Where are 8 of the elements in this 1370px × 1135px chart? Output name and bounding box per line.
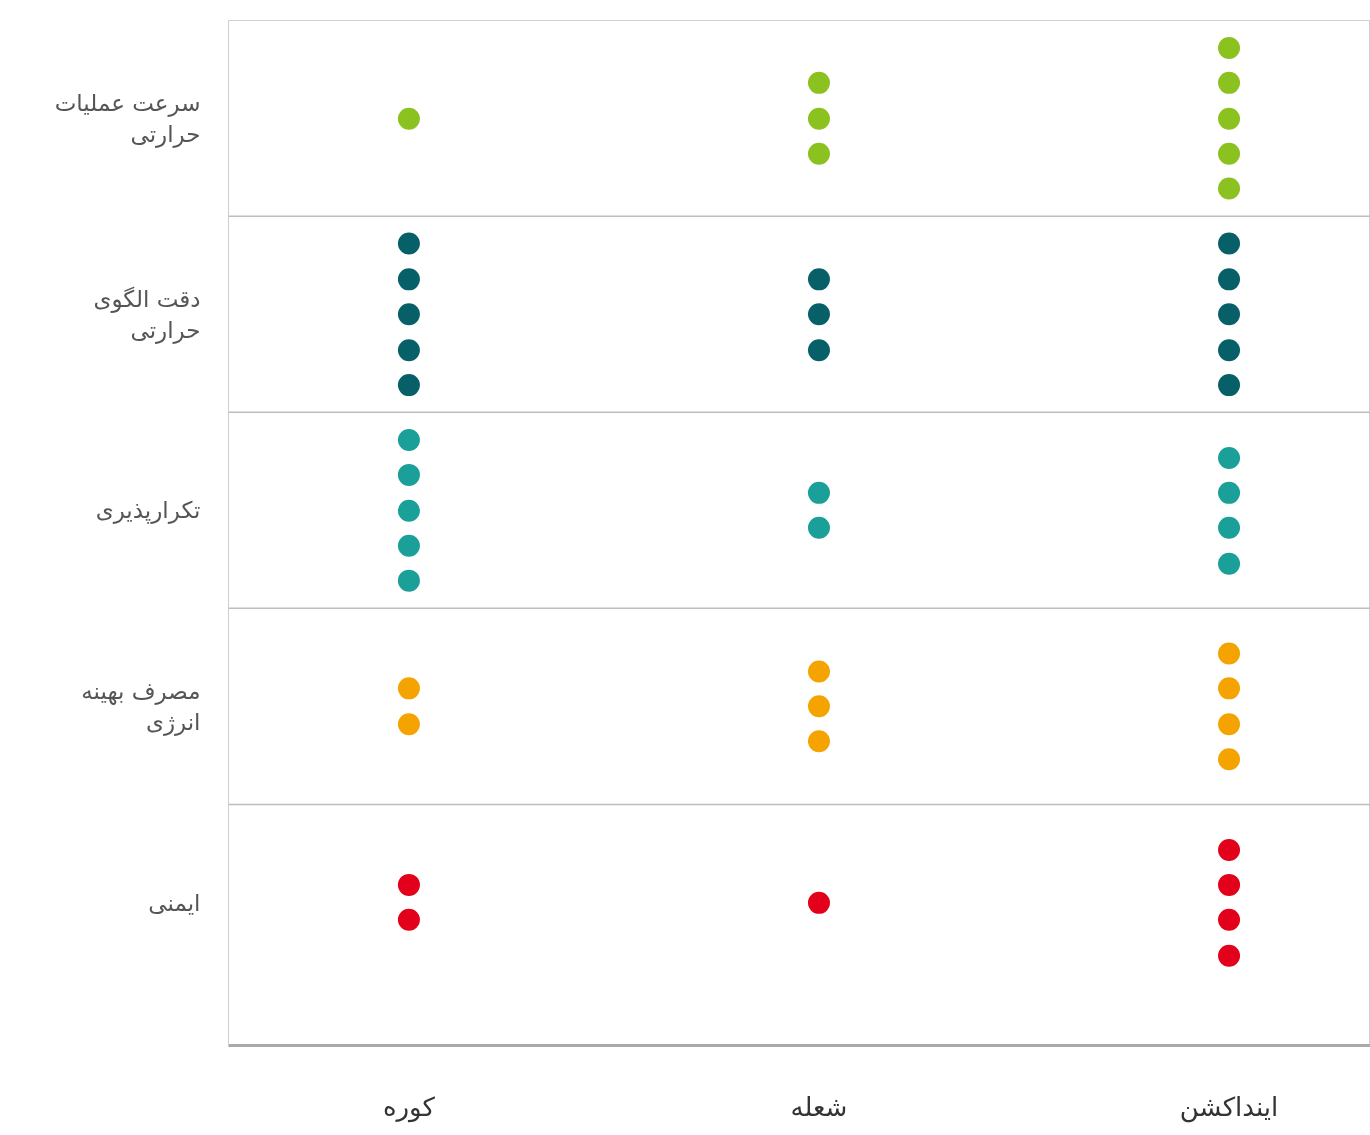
text: تکرارپذیری [95, 497, 201, 525]
text: مصرف بهینه انرژی [81, 677, 201, 736]
text: دقت الگوی حرارتی [93, 285, 201, 344]
x-tick-label: شعله [790, 1091, 848, 1122]
text: سرعت عملیات حرارتی [54, 89, 201, 148]
x-tick-label: کوره [382, 1091, 436, 1123]
text: ایمنی [148, 889, 201, 916]
x-tick-label: اینداکشن [1179, 1091, 1279, 1123]
